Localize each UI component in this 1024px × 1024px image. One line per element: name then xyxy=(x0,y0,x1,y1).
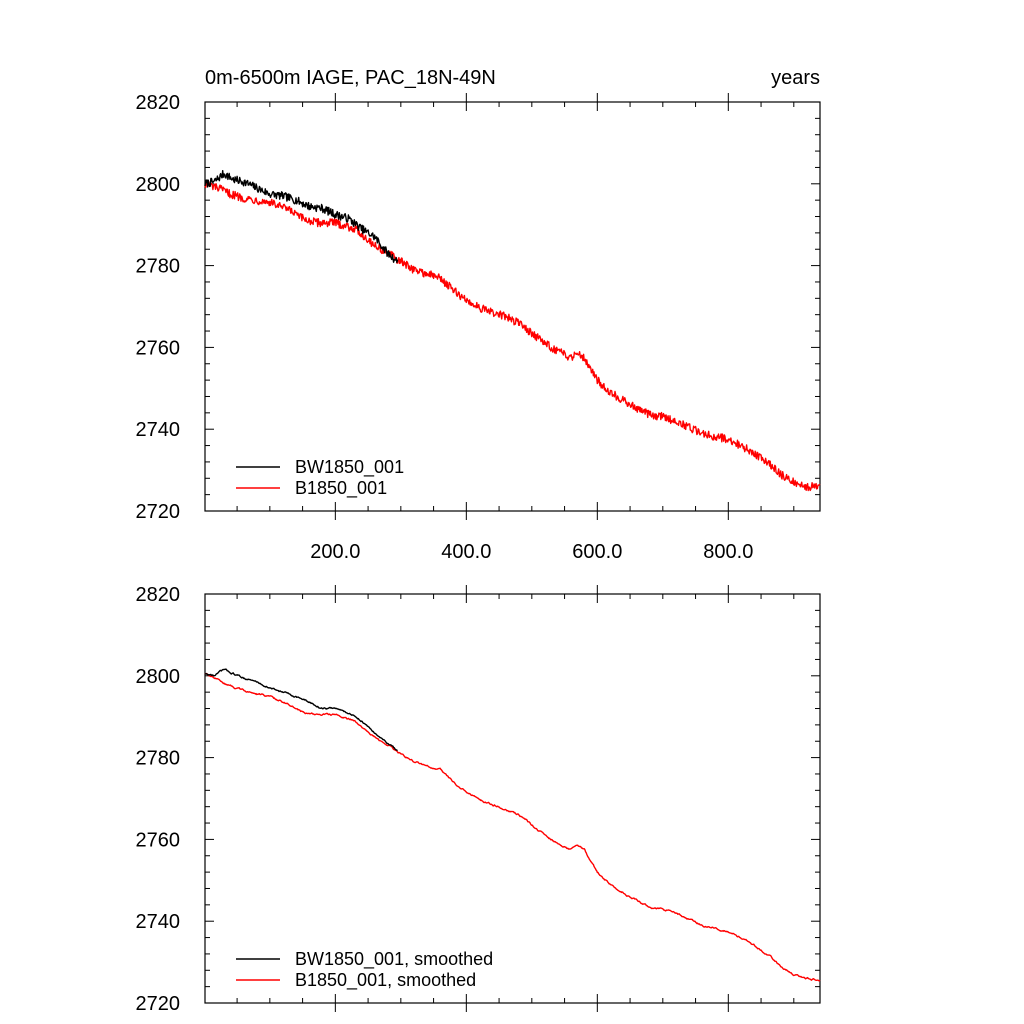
top-panel: 2720 2740 2760 2780 2800 2820 200.0 400.0 600.0 8… xyxy=(136,92,821,563)
y-tick-label: 2760 xyxy=(136,337,181,359)
chart-units: years xyxy=(771,67,820,89)
y-tick-label: 2720 xyxy=(136,993,181,1015)
y-tick-label: 2800 xyxy=(136,666,181,688)
y-tick-label: 2800 xyxy=(136,174,181,196)
y-tick-label: 2740 xyxy=(136,911,181,933)
y-tick-label: 2780 xyxy=(136,256,181,278)
y-tick-label: 2720 xyxy=(136,501,181,523)
chart-title: 0m-6500m IAGE, PAC_18N-49N xyxy=(205,67,496,89)
x-tick-label: 800.0 xyxy=(703,541,753,563)
plot-frame xyxy=(204,593,821,1004)
x-tick-label: 600.0 xyxy=(572,541,622,563)
y-tick-label: 2740 xyxy=(136,419,181,441)
legend-label: BW1850_001 xyxy=(295,457,404,478)
legend-label: B1850_001, smoothed xyxy=(295,970,476,991)
bottom-panel: 2720 2740 2760 2780 2800 2820 BW1850_001, smoo… xyxy=(136,584,821,1015)
y-tick-label: 2820 xyxy=(136,92,181,114)
series-line xyxy=(204,672,821,982)
y-tick-label: 2760 xyxy=(136,829,181,851)
x-tick-label: 400.0 xyxy=(441,541,491,563)
x-tick-label: 200.0 xyxy=(310,541,360,563)
series-line xyxy=(204,169,399,264)
series-line xyxy=(204,668,398,752)
series-line xyxy=(204,181,821,492)
legend-label: BW1850_001, smoothed xyxy=(295,949,493,970)
legend-label: B1850_001 xyxy=(295,478,387,499)
y-tick-label: 2820 xyxy=(136,584,181,606)
y-tick-label: 2780 xyxy=(136,748,181,770)
plot-frame xyxy=(204,101,821,512)
